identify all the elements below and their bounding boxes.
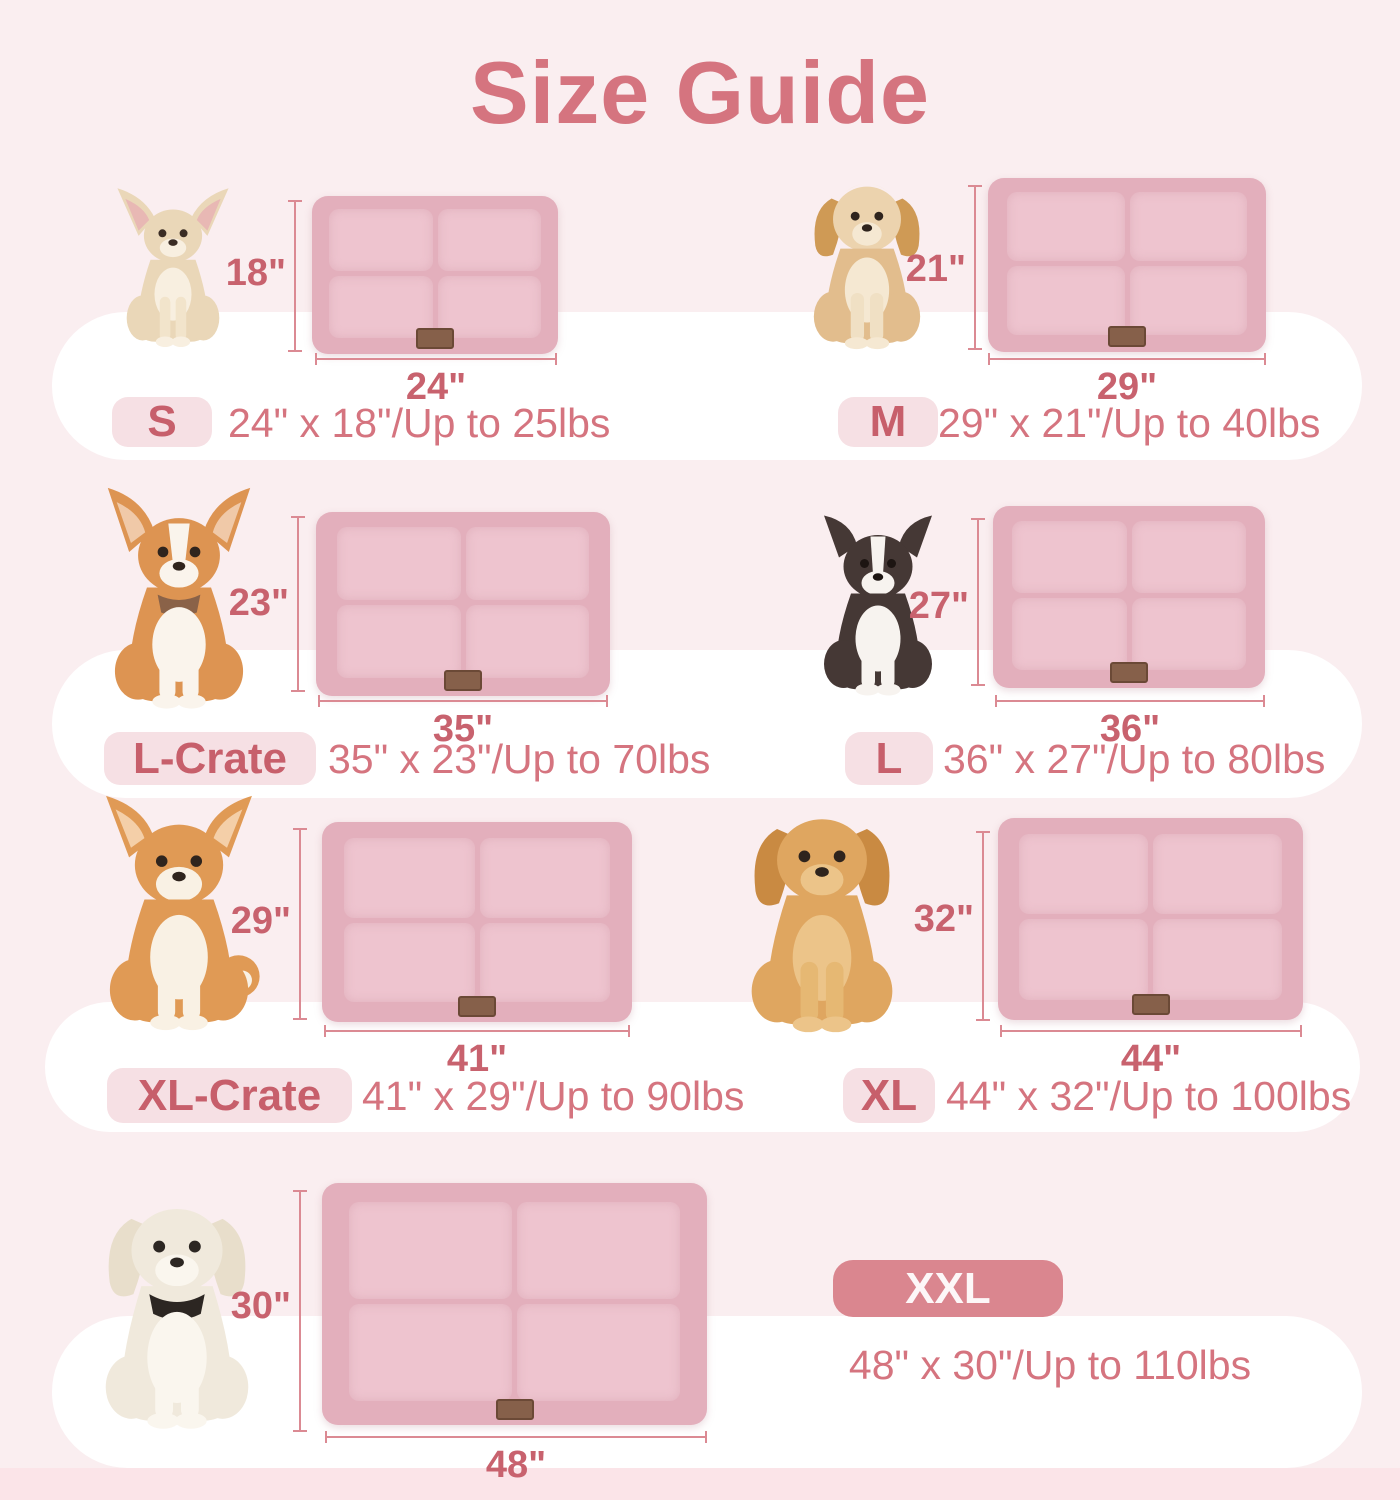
corgi-dog-image — [107, 487, 251, 709]
crate-mat-image — [993, 506, 1265, 688]
height-dimension-line — [293, 1190, 307, 1432]
size-badge: XXL — [833, 1260, 1063, 1317]
height-dimension-label: 30" — [230, 1285, 291, 1327]
page-title: Size Guide — [470, 43, 930, 142]
brand-tag — [1110, 662, 1148, 683]
width-dimension-line — [1000, 1025, 1302, 1037]
crate-mat-image — [322, 822, 632, 1022]
height-dimension-line — [288, 200, 302, 352]
brand-tag — [1131, 994, 1170, 1015]
width-dimension-label: 41" — [446, 1038, 508, 1080]
size-badge: M — [838, 397, 938, 447]
height-dimension-label: 32" — [913, 898, 974, 940]
height-dimension-line — [976, 831, 990, 1021]
width-dimension-label: 24" — [405, 366, 467, 408]
bottom-accent-strip — [0, 1468, 1400, 1500]
crate-mat-image — [998, 818, 1303, 1020]
size-badge: L-Crate — [104, 732, 316, 785]
width-dimension-line — [325, 1431, 707, 1443]
row-background-band — [52, 1316, 1362, 1468]
width-dimension-label: 44" — [1120, 1038, 1182, 1080]
width-dimension-label: 36" — [1099, 708, 1161, 750]
size-spec: 41" x 29"/Up to 90lbs — [362, 1073, 745, 1119]
width-dimension-line — [318, 695, 608, 707]
width-dimension-line — [995, 695, 1265, 707]
size-spec: 44" x 32"/Up to 100lbs — [946, 1073, 1352, 1119]
size-spec: 48" x 30"/Up to 110lbs — [848, 1342, 1252, 1388]
size-spec: 29" x 21"/Up to 40lbs — [938, 400, 1321, 446]
size-spec: 36" x 27"/Up to 80lbs — [943, 736, 1326, 782]
width-dimension-label: 35" — [432, 708, 494, 750]
size-badge: XL-Crate — [107, 1068, 352, 1123]
width-dimension-line — [315, 353, 557, 365]
brand-tag — [1108, 326, 1146, 347]
height-dimension-line — [293, 828, 307, 1020]
height-dimension-label: 23" — [228, 582, 289, 624]
size-badge: S — [112, 397, 212, 447]
crate-mat-image — [322, 1183, 707, 1425]
shiba-inu-dog-image — [106, 795, 260, 1031]
brand-tag — [495, 1399, 534, 1420]
height-dimension-line — [291, 516, 305, 692]
height-dimension-line — [968, 185, 982, 350]
size-badge: XL — [843, 1068, 935, 1123]
brand-tag — [416, 328, 454, 349]
width-dimension-label: 48" — [485, 1444, 547, 1486]
width-dimension-line — [988, 353, 1266, 365]
crate-mat-image — [988, 178, 1266, 352]
brand-tag — [458, 996, 496, 1017]
golden-retriever-dog-image — [751, 819, 893, 1033]
height-dimension-label: 29" — [230, 900, 291, 942]
crate-mat-image — [316, 512, 610, 696]
size-spec: 24" x 18"/Up to 25lbs — [228, 400, 611, 446]
size-spec: 35" x 23"/Up to 70lbs — [328, 736, 711, 782]
brand-tag — [444, 670, 482, 691]
size-badge: L — [845, 732, 933, 785]
height-dimension-label: 27" — [908, 585, 969, 627]
height-dimension-label: 21" — [905, 248, 966, 290]
height-dimension-line — [971, 518, 985, 686]
border-collie-dog-image — [824, 515, 932, 696]
width-dimension-line — [324, 1025, 630, 1037]
crate-mat-image — [312, 196, 558, 354]
chihuahua-dog-image — [117, 188, 229, 348]
width-dimension-label: 29" — [1096, 366, 1158, 408]
height-dimension-label: 18" — [225, 252, 286, 294]
havanese-dog-image — [813, 183, 921, 350]
white-labrador-dog-image — [105, 1208, 249, 1429]
